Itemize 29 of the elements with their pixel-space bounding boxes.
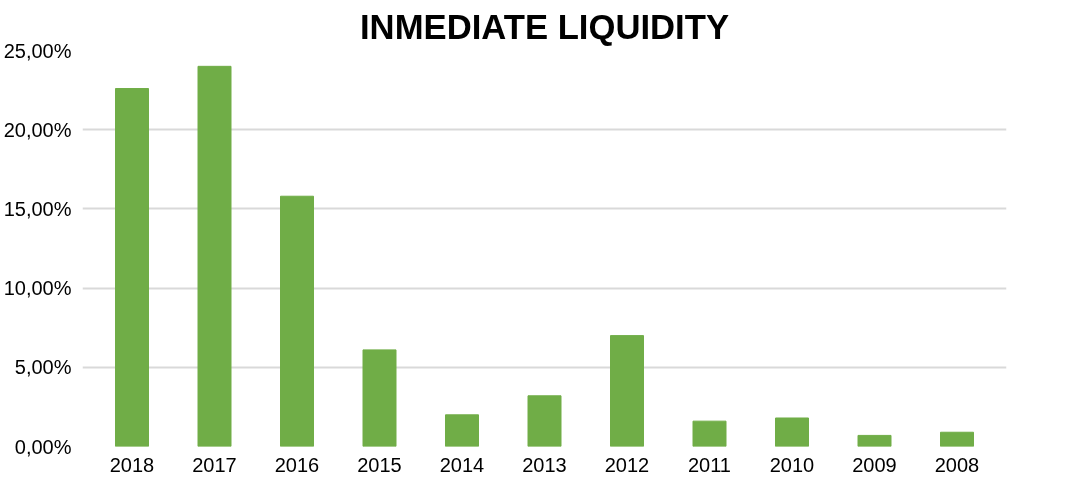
x-tick-label: 2011 <box>688 453 732 476</box>
y-tick-label: 0,00% <box>14 435 72 458</box>
x-tick-label: 2013 <box>522 453 567 476</box>
bar <box>280 195 314 447</box>
x-tick-label: 2016 <box>274 453 320 476</box>
x-tick-label: 2014 <box>439 453 485 476</box>
bar <box>857 434 892 447</box>
y-tick-label: 10,00% <box>3 277 72 300</box>
bar <box>610 335 644 447</box>
y-tick-label: 25,00% <box>3 39 72 62</box>
x-tick-label: 2017 <box>192 453 237 476</box>
bar <box>940 431 974 447</box>
x-tick-label: 2018 <box>109 453 155 476</box>
bar <box>115 88 149 447</box>
x-tick-label: 2008 <box>934 453 980 476</box>
x-tick-label: 2010 <box>769 453 815 476</box>
bar <box>445 414 479 447</box>
x-tick-label: 2012 <box>604 453 650 476</box>
y-tick-label: 15,00% <box>3 197 72 220</box>
bar <box>692 420 727 447</box>
bar <box>362 349 397 447</box>
bar <box>197 65 232 447</box>
chart-title: INMEDIATE LIQUIDITY <box>359 7 730 46</box>
x-tick-label: 2015 <box>357 453 402 476</box>
y-tick-label: 5,00% <box>14 356 72 379</box>
y-tick-label: 20,00% <box>3 118 72 141</box>
bar <box>775 417 809 447</box>
x-tick-label: 2009 <box>852 453 897 476</box>
bar <box>527 395 562 447</box>
